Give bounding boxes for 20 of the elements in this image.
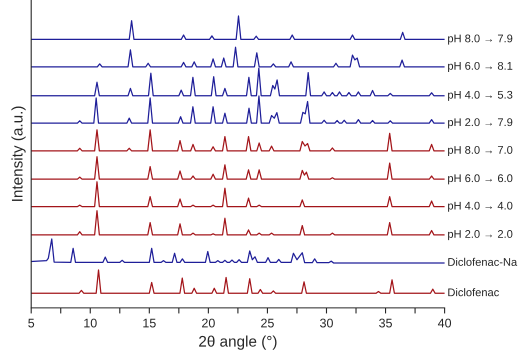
series-label: pH 6.0 → 6.0 — [448, 174, 512, 184]
x-tick-label: 10 — [84, 318, 97, 328]
series-label: pH 4.0 → 4.0 — [448, 202, 512, 212]
x-tick-label: 35 — [379, 318, 392, 328]
series-label: pH 8.0 → 7.9 — [448, 34, 512, 45]
x-tick-label: 5 — [28, 318, 34, 328]
x-tick-label: 40 — [438, 318, 452, 328]
x-tick-label: 25 — [261, 318, 274, 328]
series-label: pH 6.0 → 8.1 — [448, 62, 512, 72]
x-tick-label: 20 — [202, 318, 215, 328]
y-axis-title: Intensity (a.u.) — [11, 106, 26, 201]
series-label: Diclofenac — [448, 288, 499, 296]
x-tick-label: 15 — [143, 318, 156, 328]
x-axis-title: 2θ angle (°) — [199, 336, 277, 350]
series-label: pH 4.0 → 5.3 — [448, 90, 512, 101]
series-label: pH 2.0 → 2.0 — [448, 230, 512, 240]
series-label: pH 8.0 → 7.0 — [448, 146, 512, 156]
series-label: Diclofenac-Na — [448, 258, 518, 266]
x-tick-label: 30 — [320, 318, 333, 328]
series-label: pH 2.0 → 7.9 — [448, 118, 512, 128]
